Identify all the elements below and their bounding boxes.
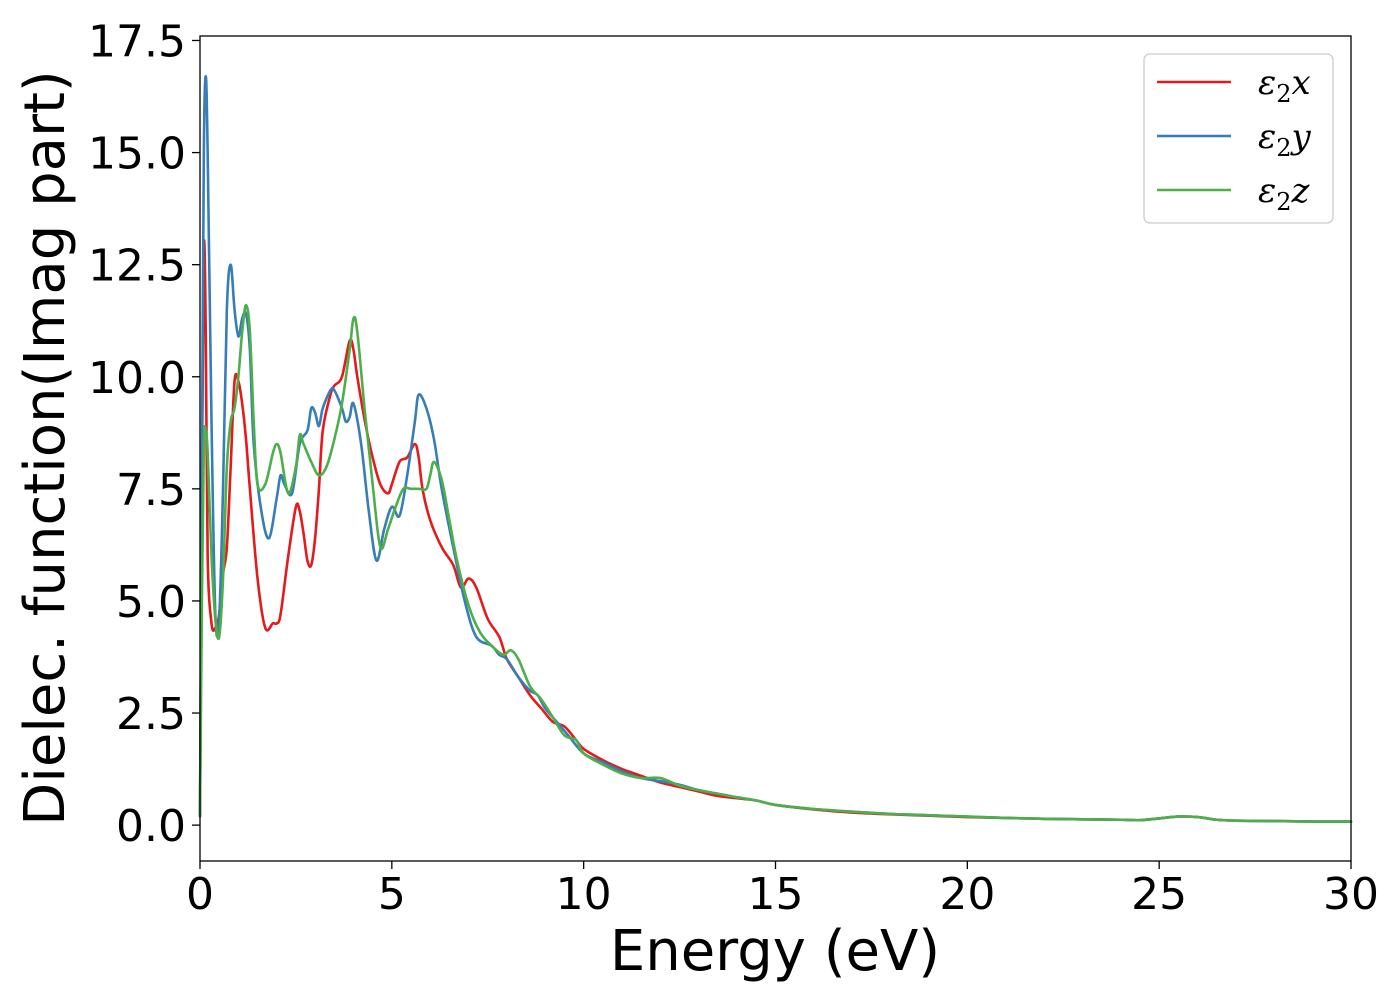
y-tick-label: 5.0 bbox=[116, 577, 186, 628]
y-tick-label: 17.5 bbox=[88, 16, 186, 67]
x-tick-label: 15 bbox=[748, 869, 804, 920]
legend-label-x: ε2x bbox=[1258, 63, 1311, 108]
x-axis-label: Energy (eV) bbox=[610, 919, 940, 984]
x-tick-label: 10 bbox=[556, 869, 612, 920]
series-line-z bbox=[198, 303, 1353, 823]
y-tick-label: 7.5 bbox=[116, 465, 186, 516]
legend-subscript: 2 bbox=[1276, 80, 1291, 108]
legend-label-y: ε2y bbox=[1258, 117, 1312, 162]
y-axis-ticks: 0.0 2.5 5.0 7.5 10.0 12.5 15.0 17.5 bbox=[88, 16, 200, 852]
legend-symbol: ε bbox=[1258, 171, 1276, 211]
plot-frame bbox=[199, 35, 1352, 862]
legend-subscript: 2 bbox=[1276, 134, 1291, 162]
legend-label-z: ε2z bbox=[1258, 171, 1311, 216]
x-tick-label: 20 bbox=[939, 869, 995, 920]
y-tick-label: 12.5 bbox=[88, 241, 186, 292]
x-tick-label: 0 bbox=[186, 869, 214, 920]
y-tick-label: 2.5 bbox=[116, 689, 186, 740]
y-tick-label: 15.0 bbox=[88, 129, 186, 180]
legend-subscript: 2 bbox=[1276, 188, 1291, 216]
y-tick-label: 0.0 bbox=[116, 801, 186, 852]
legend-component: z bbox=[1291, 171, 1311, 211]
legend-component: y bbox=[1290, 117, 1312, 157]
x-tick-label: 30 bbox=[1323, 869, 1379, 920]
y-tick-label: 10.0 bbox=[88, 353, 186, 404]
legend-symbol: ε bbox=[1258, 117, 1276, 157]
x-tick-label: 25 bbox=[1131, 869, 1187, 920]
y-axis-label: Dielec. function(Imag part) bbox=[13, 70, 78, 826]
x-tick-label: 5 bbox=[378, 869, 406, 920]
legend-component: x bbox=[1292, 63, 1311, 103]
x-axis-ticks: 0 5 10 15 20 25 30 bbox=[186, 861, 1379, 920]
legend-symbol: ε bbox=[1258, 63, 1276, 103]
legend-box bbox=[1143, 53, 1334, 224]
series-lines bbox=[198, 75, 1353, 823]
